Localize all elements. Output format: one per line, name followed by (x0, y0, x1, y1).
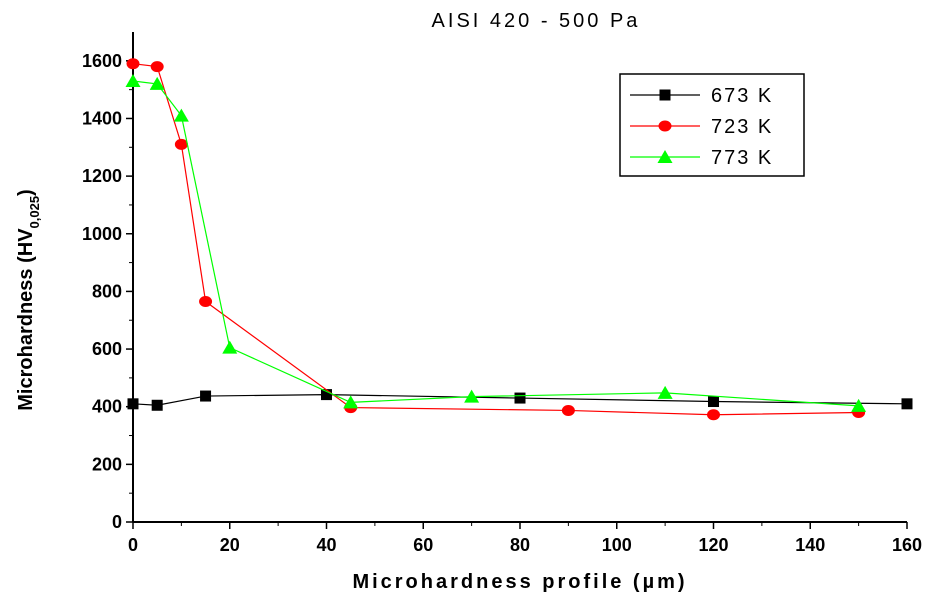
data-point (901, 398, 913, 410)
series-line (132, 63, 859, 416)
x-tick-label: 160 (892, 535, 922, 555)
y-tick-label: 400 (92, 397, 122, 417)
axes: 0 20 40 60 80 100 120 140 1600200400600800100012… (82, 32, 922, 555)
x-tick-label: 120 (698, 535, 728, 555)
legend: 673 K 723 K 773 K (619, 73, 805, 177)
data-point (200, 390, 212, 402)
series-2 (125, 74, 867, 412)
y-tick-label: 600 (92, 339, 122, 359)
data-point (125, 74, 141, 87)
chart-title: AISI 420 - 500 Pa (432, 10, 641, 32)
legend-marker (659, 89, 671, 101)
y-axis-label-subscript: 0,025 (27, 196, 42, 229)
data-point (151, 399, 163, 411)
data-point (174, 138, 188, 150)
legend-label: 673 K (711, 85, 773, 107)
data-point (657, 385, 673, 399)
y-axis-label-group: Microhardness (HV0,025) (15, 189, 42, 410)
x-tick-label: 100 (602, 535, 632, 555)
series-0 (127, 389, 913, 411)
legend-label: 773 K (711, 147, 773, 169)
x-axis-label: Microhardness profile (µm) (352, 571, 687, 593)
x-tick-label: 0 (128, 535, 138, 555)
data-point (173, 108, 189, 122)
data-point (514, 392, 526, 404)
x-tick-label: 80 (510, 535, 530, 555)
legend-marker (658, 120, 672, 132)
data-point (464, 389, 480, 403)
data-point (199, 296, 213, 307)
legend-marker (657, 150, 673, 163)
data-point (126, 58, 140, 70)
x-tick-label: 40 (316, 535, 336, 555)
y-axis-label-close: ) (15, 189, 37, 196)
y-tick-label: 200 (92, 454, 122, 474)
x-tick-label: 20 (220, 535, 240, 555)
plot-area (125, 58, 913, 421)
y-tick-label: 1200 (82, 166, 122, 186)
data-point (149, 76, 165, 90)
y-tick-label: 1600 (82, 51, 122, 71)
y-tick-label: 1000 (82, 224, 122, 244)
data-point (222, 340, 238, 354)
y-axis-label-main: Microhardness (HV (15, 228, 37, 411)
data-point (561, 404, 575, 416)
x-tick-label: 140 (795, 535, 825, 555)
legend-box (619, 73, 805, 177)
y-tick-label: 0 (112, 512, 122, 532)
data-point (708, 396, 719, 408)
y-axis-label: Microhardness (HV0,025) (15, 189, 42, 410)
x-tick-label: 60 (413, 535, 433, 555)
data-point (851, 398, 867, 412)
data-point (707, 409, 720, 421)
legend-label: 723 K (711, 116, 773, 138)
data-point (321, 389, 332, 401)
data-point (150, 61, 164, 73)
y-tick-label: 1400 (82, 108, 122, 128)
y-tick-label: 800 (92, 281, 122, 301)
data-point (343, 395, 359, 409)
data-point (127, 398, 139, 410)
